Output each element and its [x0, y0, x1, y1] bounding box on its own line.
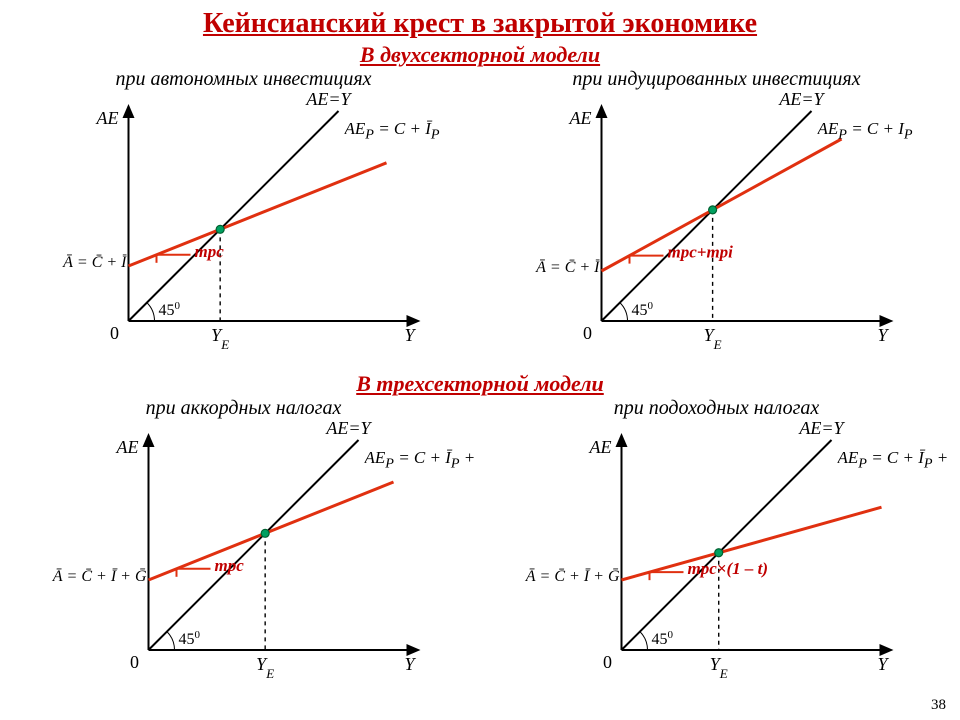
panel-3: при аккордных налогах AEY0AE=Y450YEmpcAE… — [12, 397, 475, 700]
svg-text:mpc+mpi: mpc+mpi — [668, 243, 734, 262]
svg-text:YE: YE — [256, 654, 274, 681]
svg-text:450: 450 — [652, 629, 674, 648]
panel-1: при автономных инвестициях AE Y 0 AE=Y 450 YE… — [12, 68, 475, 371]
svg-text:mpc: mpc — [215, 556, 245, 575]
svg-text:YE: YE — [710, 654, 728, 681]
page-number: 38 — [931, 697, 946, 714]
svg-text:0: 0 — [130, 652, 139, 672]
panel-4-subtitle: при подоходных налогах — [485, 397, 948, 420]
svg-text:AE: AE — [589, 437, 612, 457]
svg-text:AE: AE — [569, 108, 592, 128]
main-title: Кейнсианский крест в закрытой экономике — [12, 8, 948, 40]
panel-3-chart: AEY0AE=Y450YEmpcAEP = C + ĪP + ḠĀ = C̄ +… — [12, 420, 475, 700]
section1-title: В двухсекторной модели — [12, 42, 948, 68]
svg-text:YE: YE — [704, 325, 722, 352]
svg-text:AE: AE — [96, 108, 119, 128]
svg-text:mpc×(1 – t): mpc×(1 – t) — [688, 559, 769, 578]
svg-text:AE=Y: AE=Y — [305, 91, 352, 109]
svg-text:mpc: mpc — [195, 242, 225, 261]
svg-text:450: 450 — [179, 629, 201, 648]
svg-text:AE=Y: AE=Y — [798, 420, 845, 438]
panel-4-chart: AEY0AE=Y450YEmpc×(1 – t)AEP = C + ĪP + Ḡ… — [485, 420, 948, 700]
panel-4: при подоходных налогах AE Y 0 AE=Y 450 YE mpc×… — [485, 397, 948, 700]
section2-title: В трехсекторной модели — [12, 371, 948, 397]
panel-1-subtitle: при автономных инвестициях — [12, 68, 475, 91]
svg-text:0: 0 — [110, 323, 119, 343]
bottom-grid: при аккордных налогах AE Y 0 AE=Y 450 YE mpc AE… — [12, 397, 948, 700]
svg-text:0: 0 — [583, 323, 592, 343]
top-grid: при автономных инвестициях AE Y 0 AE=Y 450 YE… — [12, 68, 948, 371]
svg-text:Y: Y — [877, 654, 889, 674]
panel-3-subtitle: при аккордных налогах — [12, 397, 475, 420]
svg-text:AE=Y: AE=Y — [778, 91, 825, 109]
svg-text:450: 450 — [159, 300, 181, 319]
panel-2: при индуцированных инвестициях AE Y 0 AE=Y 4… — [485, 68, 948, 371]
svg-text:AE: AE — [116, 437, 139, 457]
svg-text:YE: YE — [211, 325, 229, 352]
svg-text:0: 0 — [603, 652, 612, 672]
svg-text:450: 450 — [632, 300, 654, 319]
svg-text:Y: Y — [877, 325, 889, 345]
svg-text:Y: Y — [404, 654, 416, 674]
svg-text:Y: Y — [404, 325, 416, 345]
panel-1-chart: AEY0AE=Y450YEmpcAEP = C + ĪPĀ = C̄ + Ī — [12, 91, 475, 371]
panel-2-chart: AEY0AE=Y450YEmpc+mpiAEP = C + IPĀ = C̄ +… — [485, 91, 948, 371]
panel-2-subtitle: при индуцированных инвестициях — [485, 68, 948, 91]
svg-text:AE=Y: AE=Y — [325, 420, 372, 438]
